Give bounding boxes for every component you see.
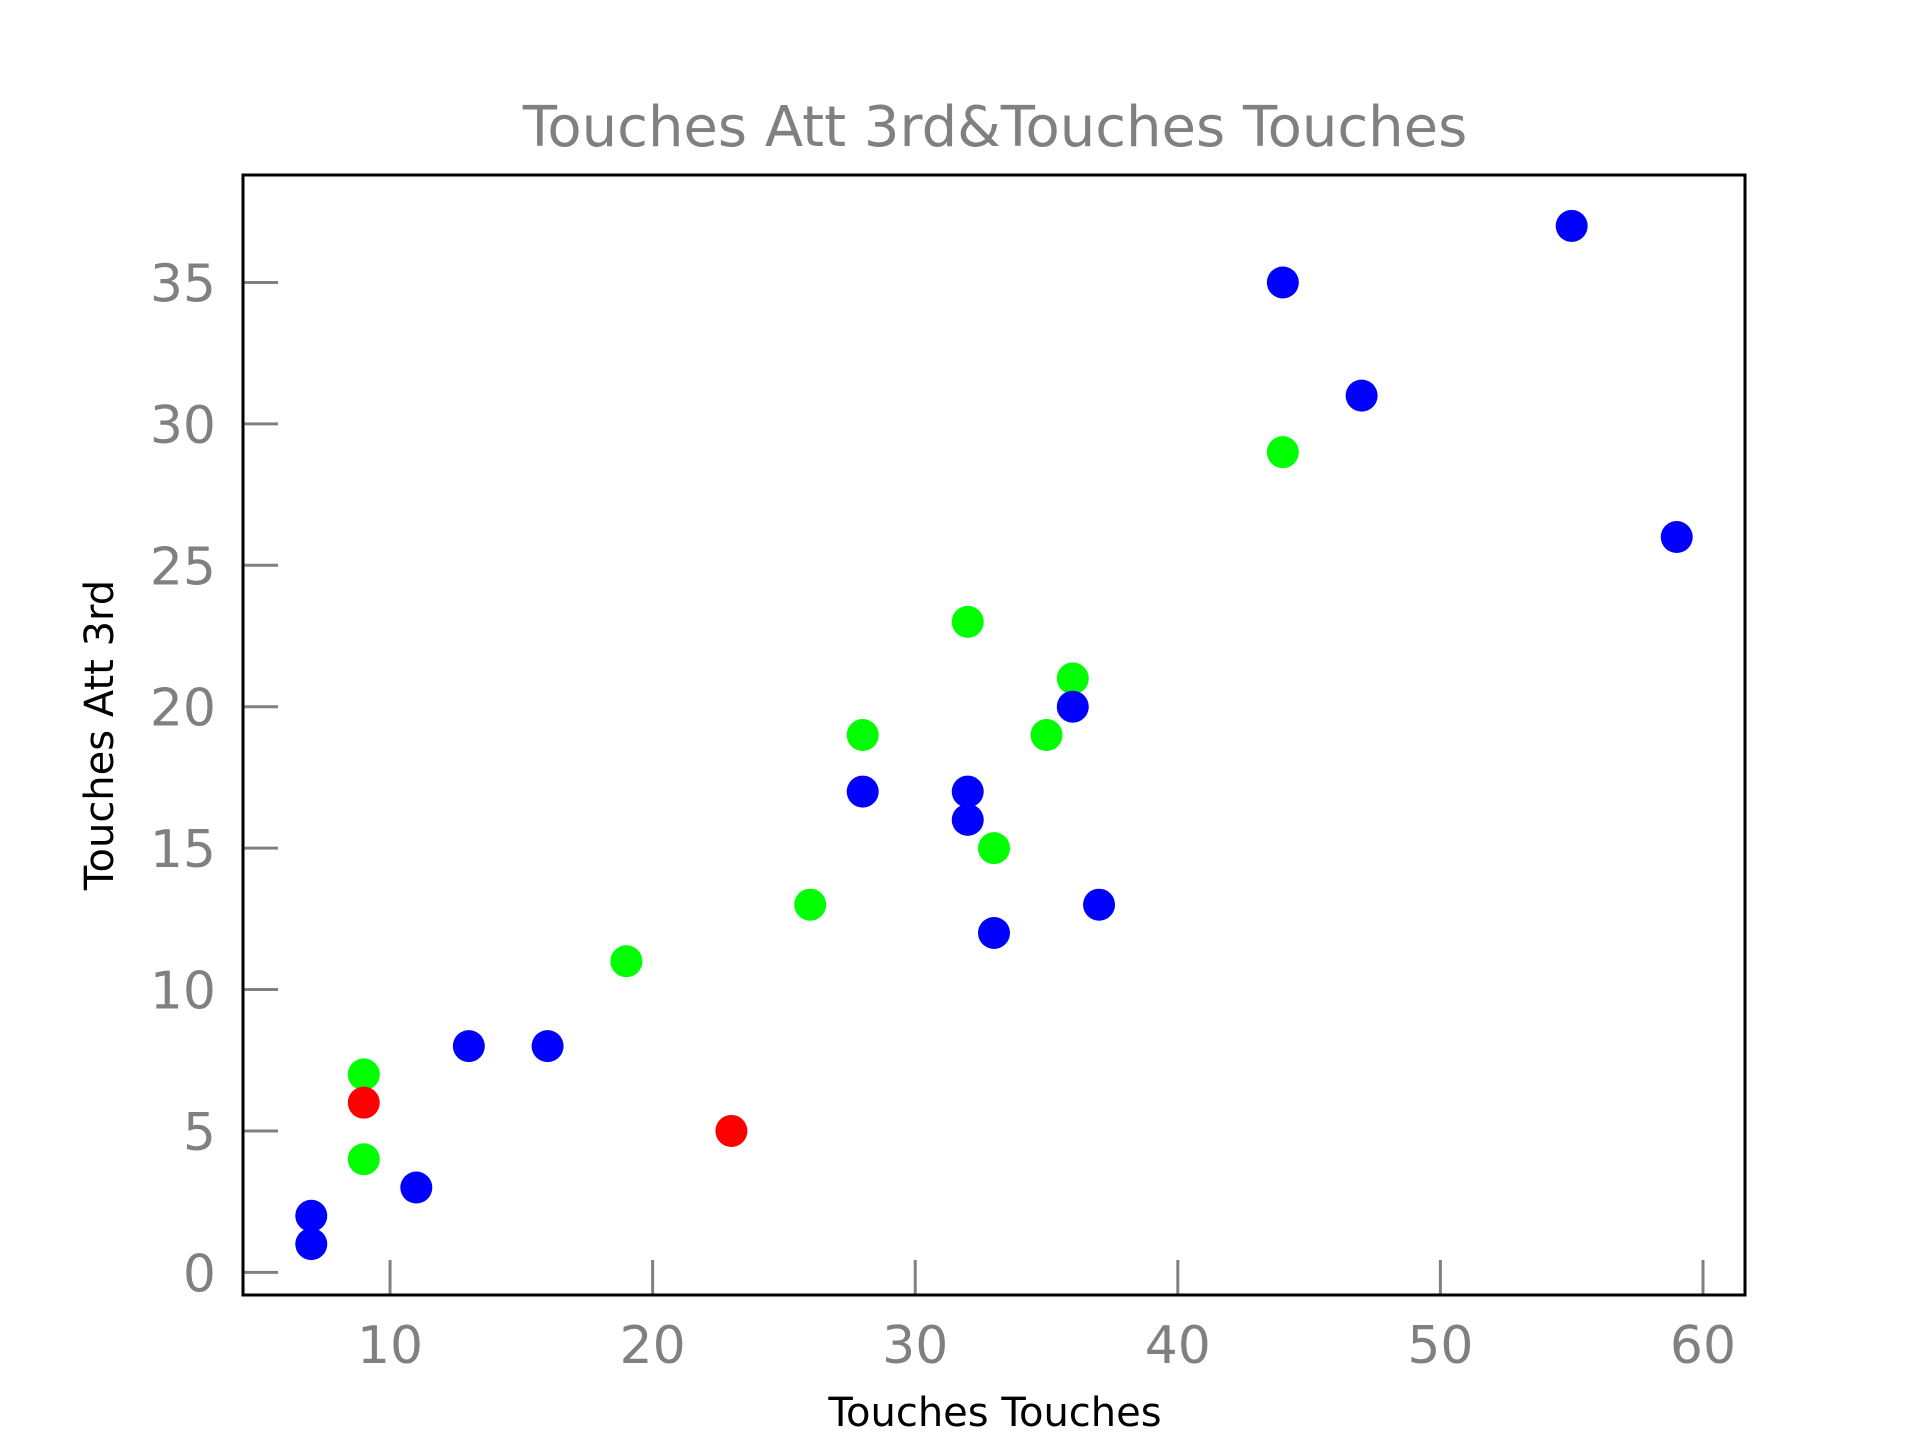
x-tick-label: 10	[357, 1316, 423, 1376]
scatter-point	[1660, 521, 1693, 554]
scatter-point	[978, 832, 1010, 865]
scatter-point	[531, 1030, 564, 1063]
y-tick-label: 0	[183, 1244, 216, 1304]
x-tick-label: 30	[882, 1316, 948, 1376]
scatter-point	[347, 1058, 380, 1091]
y-tick-label: 35	[150, 254, 216, 314]
y-tick-label: 20	[150, 679, 216, 739]
scatter-point	[1083, 888, 1116, 921]
y-tick-label: 5	[183, 1103, 216, 1163]
scatter-point	[400, 1171, 433, 1204]
x-axis-label: Touches Touches	[827, 1390, 1161, 1436]
scatter-point	[1555, 209, 1588, 242]
scatter-point	[951, 775, 984, 808]
x-tick-label: 40	[1145, 1316, 1211, 1376]
scatter-point	[846, 719, 879, 751]
plot-area-frame	[241, 173, 1747, 1297]
scatter-point	[452, 1030, 485, 1063]
scatter-point	[951, 803, 984, 836]
scatter-point	[951, 605, 984, 638]
scatter-point	[1266, 436, 1299, 469]
scatter-point	[1345, 379, 1378, 412]
scatter-point	[846, 775, 879, 808]
scatter-point	[295, 1228, 328, 1261]
y-axis-label: Touches Att 3rd	[77, 580, 123, 891]
scatter-point	[347, 1086, 380, 1119]
scatter-point	[295, 1199, 328, 1232]
scatter-point	[610, 945, 643, 978]
x-tick-label: 50	[1407, 1316, 1473, 1376]
points-layer	[295, 209, 1693, 1261]
chart-title: Touches Att 3rd&Touches Touches	[522, 95, 1468, 160]
y-tick-label: 25	[150, 537, 216, 597]
scatter-point	[347, 1143, 380, 1176]
scatter-point	[715, 1114, 748, 1147]
scatter-point	[1056, 690, 1089, 723]
scatter-point	[1266, 266, 1299, 299]
y-tick-label: 10	[150, 962, 216, 1022]
ticks-layer: 10 20 30 40 50 60 0 5 10 15 20 25 30 35	[150, 254, 1736, 1376]
y-tick-label: 15	[150, 820, 216, 880]
scatter-point	[1056, 662, 1089, 695]
scatter-point	[978, 916, 1010, 949]
scatter-point	[794, 888, 827, 921]
y-tick-label: 30	[150, 396, 216, 456]
x-tick-label: 60	[1670, 1316, 1736, 1376]
scatter-point	[1030, 719, 1063, 751]
x-tick-label: 20	[620, 1316, 686, 1376]
